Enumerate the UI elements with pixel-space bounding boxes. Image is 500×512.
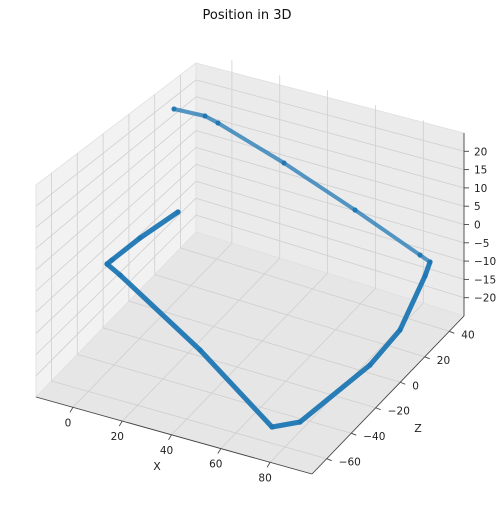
y-tick-label: 15 xyxy=(474,165,487,177)
trajectory-segment xyxy=(197,347,275,430)
z-tick-mark xyxy=(400,381,406,385)
y-grid-line-left xyxy=(35,79,197,207)
y-tick-label: −10 xyxy=(474,256,496,268)
x-tick-mark xyxy=(217,448,222,454)
z-tick-label: 20 xyxy=(437,355,450,367)
trajectory-segment xyxy=(137,209,181,241)
panes xyxy=(35,62,465,475)
trajectory-segment xyxy=(397,273,428,333)
trajectory-segment xyxy=(104,261,123,278)
x-tick-mark xyxy=(168,434,172,441)
y-tick-label: 5 xyxy=(474,201,481,213)
x-tick-mark xyxy=(69,407,74,413)
y-tick-label: −5 xyxy=(474,238,489,250)
x-grid-line xyxy=(121,257,281,422)
trajectory-series xyxy=(104,106,433,430)
y-grid-line-left xyxy=(35,197,197,355)
y-grid-line-left xyxy=(35,147,197,292)
trajectory-segment xyxy=(172,107,207,118)
z-ticks: −60 −40 −20 0 20 40 xyxy=(326,329,475,469)
z-tick-mark xyxy=(351,432,357,436)
trajectory-segment xyxy=(216,121,286,165)
x-axis-line xyxy=(35,396,313,475)
y-tick-label: 20 xyxy=(474,146,487,158)
x-grid-line xyxy=(220,287,376,449)
z-grid-line xyxy=(128,300,401,383)
y-grid-line-left xyxy=(35,113,197,249)
x-tick-label: 20 xyxy=(111,431,124,443)
x-tick-mark xyxy=(118,420,123,427)
z-tick-label: −20 xyxy=(388,406,410,418)
x-tick-label: 40 xyxy=(160,445,173,457)
y-grid-line-left xyxy=(35,214,197,377)
x-tick-label: 80 xyxy=(258,472,271,484)
y-tick-label: −20 xyxy=(474,293,496,305)
trajectory-segment xyxy=(353,208,422,257)
y-grid-line-right xyxy=(195,113,465,189)
z-grid-line xyxy=(51,380,327,460)
z-tick-label: −40 xyxy=(363,431,385,443)
y-ticks: 20 15 10 5 0 −5 −10 −15 −20 xyxy=(464,146,496,305)
x-ticks: 0 20 40 60 80 xyxy=(65,407,272,484)
z-tick-mark xyxy=(449,330,455,334)
y-grid-line-left xyxy=(35,164,197,313)
y-tick-label: 0 xyxy=(474,220,481,232)
x-tick-label: 60 xyxy=(209,459,222,471)
trajectory-segment xyxy=(117,272,203,353)
y-grid-line-left xyxy=(35,96,197,228)
z-tick-mark xyxy=(424,356,430,360)
y-grid-line-right xyxy=(195,96,465,170)
z-tick-mark xyxy=(375,407,381,411)
z-tick-label: 40 xyxy=(461,329,474,341)
trajectory-point xyxy=(175,209,181,215)
y-tick-label: −15 xyxy=(474,274,496,286)
y-grid-line-right xyxy=(195,197,465,280)
trajectory-segment xyxy=(109,235,143,263)
y-grid-line-right xyxy=(195,180,465,262)
x-axis-label: X xyxy=(153,460,161,473)
y-grid-line-right xyxy=(195,79,465,152)
z-axis-line xyxy=(311,315,465,475)
z-grid-line xyxy=(154,274,425,358)
trajectory-segment xyxy=(297,362,373,425)
y-grid-line-right xyxy=(195,164,465,244)
y-grid-line-right xyxy=(195,147,465,225)
z-axis-label: Z xyxy=(414,422,422,435)
chart-title: Position in 3D xyxy=(202,8,291,23)
z-tick-label: 0 xyxy=(412,380,419,392)
trajectory-segment xyxy=(282,161,357,212)
x-tick-mark xyxy=(266,462,271,468)
x-grid-line xyxy=(72,242,233,408)
x-grid-line xyxy=(171,272,328,436)
z-tick-label: −60 xyxy=(339,457,361,469)
y-grid-line-right xyxy=(195,130,465,207)
trajectory-segment xyxy=(269,419,303,430)
z-tick-mark xyxy=(326,458,332,462)
y-tick-label: 10 xyxy=(474,183,487,195)
x-tick-label: 0 xyxy=(65,417,72,429)
y-grid-line-left xyxy=(35,130,197,271)
grid-lines xyxy=(35,60,465,463)
trajectory-segment xyxy=(367,327,403,368)
